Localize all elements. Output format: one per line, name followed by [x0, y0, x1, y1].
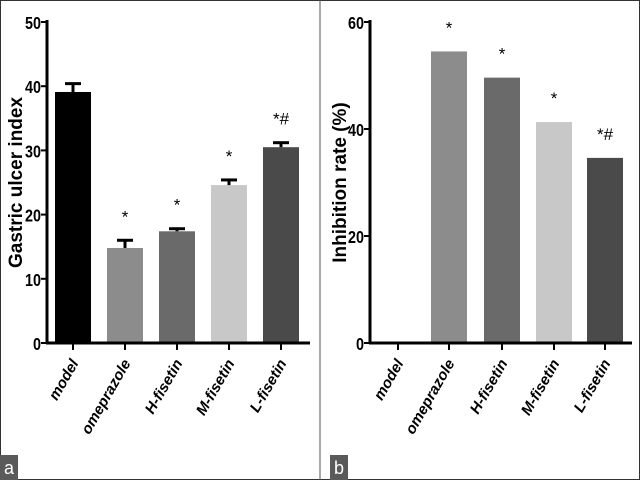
y-tick-label: 0 — [356, 335, 364, 355]
y-tick-label: 60 — [348, 14, 364, 34]
chart-panel-b: model * omeprazole * H-fisetin * M-fisetin *# L-… — [330, 14, 632, 480]
panel-label: b — [334, 458, 344, 478]
bar-H-fisetin — [484, 77, 520, 343]
x-tick-label: omeprazole — [402, 357, 458, 438]
y-tick-label: 50 — [25, 14, 41, 34]
significance-label: * — [174, 196, 181, 215]
bar-omeprazole — [431, 51, 467, 344]
significance-label: * — [446, 18, 453, 37]
panel-label-box — [330, 455, 348, 480]
bar-M-fisetin — [211, 185, 247, 343]
bar-omeprazole — [107, 247, 143, 343]
y-axis-label: Gastric ulcer index — [6, 97, 27, 269]
x-tick-label: model — [46, 356, 83, 403]
significance-label: * — [122, 207, 129, 226]
x-tick-label: H-fisetin — [142, 357, 187, 417]
y-tick-label: 0 — [33, 335, 41, 355]
significance-label: * — [551, 89, 558, 108]
bar-H-fisetin — [159, 231, 195, 343]
chart-panel-a: model * omeprazole * H-fisetin * M-fisetin *# L-… — [0, 14, 310, 480]
y-tick-label: 20 — [25, 206, 41, 226]
y-tick-label: 30 — [25, 142, 41, 162]
significance-label: *# — [273, 110, 290, 129]
bar-model — [55, 91, 91, 343]
x-tick-label: H-fisetin — [467, 357, 512, 417]
panel-label: a — [4, 458, 15, 478]
y-tick-label: 20 — [348, 228, 364, 248]
x-tick-label: omeprazole — [78, 357, 134, 438]
significance-label: * — [226, 147, 233, 166]
y-axis-label: Inhibition rate (%) — [330, 102, 351, 262]
bar-L-fisetin — [263, 147, 299, 343]
y-tick-label: 10 — [25, 270, 41, 290]
panel-label-box — [0, 455, 18, 480]
x-tick-label: M-fisetin — [193, 357, 239, 419]
bar-L-fisetin — [587, 157, 623, 343]
x-tick-label: L-fisetin — [571, 357, 615, 416]
x-tick-label: M-fisetin — [518, 357, 564, 419]
significance-label: *# — [597, 125, 614, 144]
x-tick-label: model — [371, 356, 408, 403]
bar-M-fisetin — [536, 122, 572, 343]
significance-label: * — [499, 45, 506, 64]
x-tick-label: L-fisetin — [247, 357, 291, 416]
y-tick-label: 40 — [348, 121, 364, 141]
y-tick-label: 40 — [25, 78, 41, 98]
